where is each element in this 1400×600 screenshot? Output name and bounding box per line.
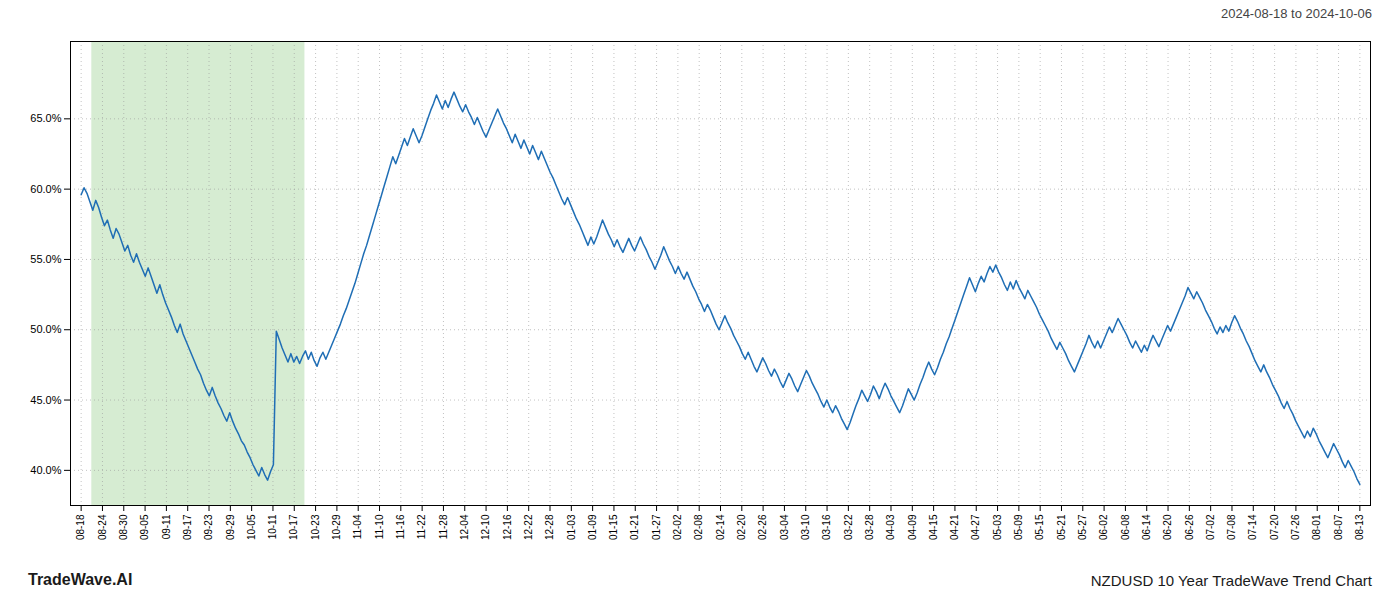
svg-text:02-08: 02-08 — [693, 514, 704, 540]
svg-text:05-03: 05-03 — [992, 514, 1003, 540]
svg-text:09-29: 09-29 — [225, 514, 236, 540]
svg-text:05-15: 05-15 — [1034, 514, 1045, 540]
svg-text:02-26: 02-26 — [757, 514, 768, 540]
svg-text:11-22: 11-22 — [416, 514, 427, 539]
svg-text:04-27: 04-27 — [970, 514, 981, 540]
svg-text:09-11: 09-11 — [161, 514, 172, 539]
svg-text:03-28: 03-28 — [864, 514, 875, 540]
svg-text:08-01: 08-01 — [1311, 514, 1322, 540]
svg-text:01-27: 01-27 — [651, 514, 662, 540]
svg-text:10-29: 10-29 — [331, 514, 342, 540]
svg-text:01-15: 01-15 — [608, 514, 619, 540]
svg-text:03-10: 03-10 — [800, 514, 811, 540]
html-text:TradeWave.AI: TradeWave.AI — [28, 571, 133, 588]
svg-text:06-20: 06-20 — [1162, 514, 1173, 540]
svg-text:11-16: 11-16 — [395, 514, 406, 539]
svg-text:06-02: 06-02 — [1098, 514, 1109, 540]
svg-text:12-22: 12-22 — [523, 514, 534, 540]
svg-text:03-22: 03-22 — [843, 514, 854, 540]
svg-text:12-10: 12-10 — [480, 514, 491, 540]
svg-text:04-21: 04-21 — [949, 514, 960, 540]
svg-text:10-11: 10-11 — [267, 514, 278, 539]
svg-text:10-05: 10-05 — [246, 514, 257, 540]
svg-text:04-15: 04-15 — [928, 514, 939, 540]
svg-text:09-17: 09-17 — [182, 514, 193, 540]
svg-text:40.0%: 40.0% — [30, 464, 61, 476]
svg-text:45.0%: 45.0% — [30, 394, 61, 406]
svg-text:08-24: 08-24 — [97, 514, 108, 540]
svg-text:02-20: 02-20 — [736, 514, 747, 540]
svg-text:02-14: 02-14 — [715, 514, 726, 540]
svg-text:65.0%: 65.0% — [30, 112, 61, 124]
svg-text:02-02: 02-02 — [672, 514, 683, 540]
svg-text:07-26: 07-26 — [1290, 514, 1301, 540]
svg-text:55.0%: 55.0% — [30, 253, 61, 265]
svg-text:04-09: 04-09 — [907, 514, 918, 540]
svg-text:08-07: 08-07 — [1333, 514, 1344, 540]
html-text:2024-08-18 to 2024-10-06: 2024-08-18 to 2024-10-06 — [1220, 5, 1372, 21]
svg-text:11-10: 11-10 — [374, 514, 385, 539]
svg-text:12-28: 12-28 — [544, 514, 555, 540]
svg-text:60.0%: 60.0% — [30, 183, 61, 195]
html-text:NZDUSD 10 Year TradeWave Trend: NZDUSD 10 Year TradeWave Trend Chart — [1090, 571, 1372, 589]
svg-text:09-23: 09-23 — [203, 514, 214, 540]
svg-text:01-09: 01-09 — [587, 514, 598, 540]
svg-text:01-21: 01-21 — [629, 514, 640, 540]
svg-text:07-02: 07-02 — [1205, 514, 1216, 540]
svg-text:12-16: 12-16 — [502, 514, 513, 540]
svg-text:07-14: 07-14 — [1247, 514, 1258, 540]
svg-text:09-05: 09-05 — [139, 514, 150, 540]
svg-text:11-28: 11-28 — [438, 514, 449, 539]
svg-text:06-14: 06-14 — [1141, 514, 1152, 540]
svg-text:10-23: 10-23 — [310, 514, 321, 540]
svg-text:50.0%: 50.0% — [30, 323, 61, 335]
svg-text:07-08: 07-08 — [1226, 514, 1237, 540]
svg-text:07-20: 07-20 — [1269, 514, 1280, 540]
svg-text:08-18: 08-18 — [75, 514, 86, 540]
svg-text:12-04: 12-04 — [459, 514, 470, 540]
svg-text:08-30: 08-30 — [118, 514, 129, 540]
svg-text:03-04: 03-04 — [779, 514, 790, 540]
svg-text:10-17: 10-17 — [288, 514, 299, 540]
svg-text:11-04: 11-04 — [352, 514, 363, 539]
svg-text:03-16: 03-16 — [821, 514, 832, 540]
svg-text:04-03: 04-03 — [885, 514, 896, 540]
svg-text:08-13: 08-13 — [1354, 514, 1365, 540]
svg-text:05-27: 05-27 — [1077, 514, 1088, 540]
svg-text:05-09: 05-09 — [1013, 514, 1024, 540]
svg-text:06-08: 06-08 — [1120, 514, 1131, 540]
svg-text:05-21: 05-21 — [1056, 514, 1067, 540]
svg-text:06-26: 06-26 — [1184, 514, 1195, 540]
svg-text:01-03: 01-03 — [566, 514, 577, 540]
